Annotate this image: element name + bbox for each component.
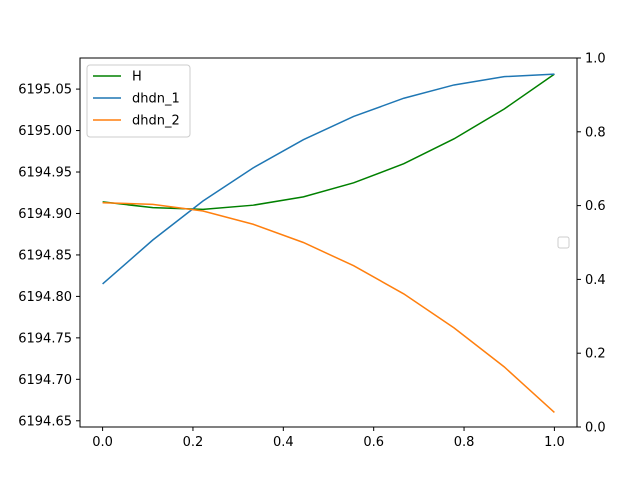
x-tick-label: 0.0 bbox=[92, 435, 113, 450]
series-line-H bbox=[102, 73, 555, 211]
y-axis-right: 0.0 0.2 0.4 0.6 0.8 1.0 bbox=[577, 52, 606, 436]
y-tick-label: 6194.90 bbox=[18, 207, 72, 222]
y-tick-label: 6195.05 bbox=[18, 83, 72, 98]
y-axis-left: 6194.65 6194.70 6194.75 6194.80 6194.85 6194.… bbox=[18, 83, 80, 429]
legend-label-dhdn_2: dhdn_2 bbox=[132, 114, 180, 129]
x-tick-label: 1.0 bbox=[544, 435, 565, 450]
x-tick-label: 0.6 bbox=[363, 435, 384, 450]
series-line-dhdn_2 bbox=[102, 201, 555, 414]
y-tick-label: 6194.65 bbox=[18, 414, 72, 429]
empty-legend bbox=[557, 236, 570, 249]
plot-lines bbox=[102, 73, 555, 414]
y-tick-label: 6195.00 bbox=[18, 124, 72, 139]
y-tick-label: 6194.70 bbox=[18, 373, 72, 388]
empty-legend-box bbox=[557, 236, 570, 249]
x-tick-label: 0.2 bbox=[183, 435, 204, 450]
legend-label-dhdn_1: dhdn_1 bbox=[132, 92, 180, 107]
y-tick-label: 6194.80 bbox=[18, 290, 72, 305]
series-line-dhdn_1 bbox=[102, 73, 555, 285]
x-axis: 0.0 0.2 0.4 0.6 0.8 1.0 bbox=[92, 427, 565, 450]
y2-tick-label: 1.0 bbox=[585, 52, 606, 67]
y2-tick-label: 0.8 bbox=[585, 125, 606, 140]
x-tick-label: 0.4 bbox=[273, 435, 294, 450]
plot-frame bbox=[79, 57, 578, 428]
y2-tick-label: 0.2 bbox=[585, 347, 606, 362]
legend-label-H: H bbox=[132, 70, 142, 85]
y-tick-label: 6194.95 bbox=[18, 166, 72, 181]
y2-tick-label: 0.4 bbox=[585, 273, 606, 288]
legend-box bbox=[86, 64, 191, 138]
y2-tick-label: 0.6 bbox=[585, 199, 606, 214]
x-tick-label: 0.8 bbox=[454, 435, 475, 450]
y2-tick-label: 0.0 bbox=[585, 421, 606, 436]
y-tick-label: 6194.85 bbox=[18, 248, 72, 263]
y-tick-label: 6194.75 bbox=[18, 331, 72, 346]
